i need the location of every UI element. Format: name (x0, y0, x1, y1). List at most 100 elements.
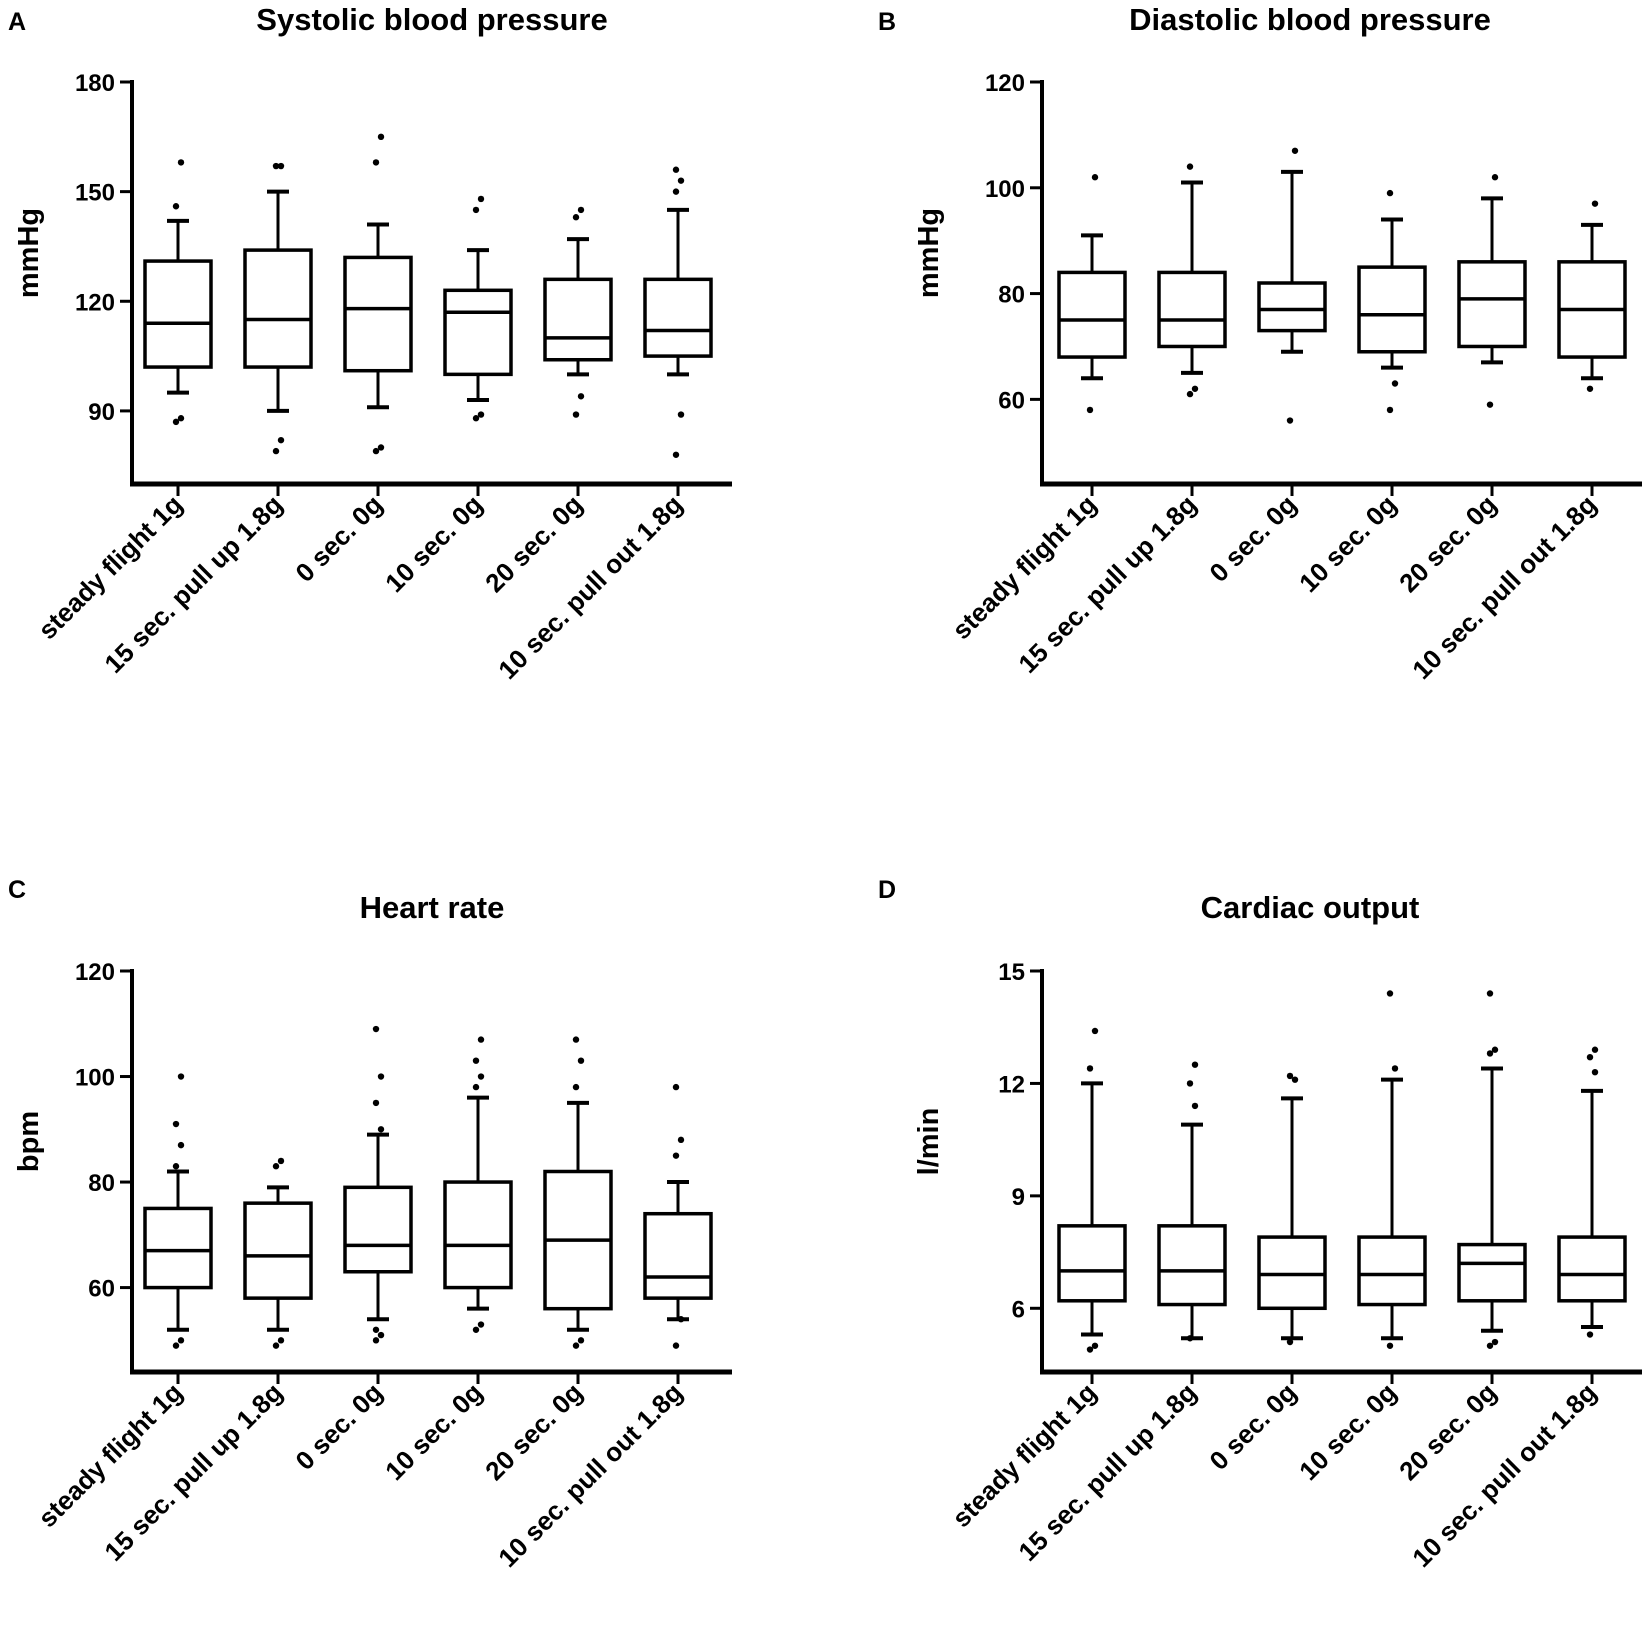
box-6 (1557, 1046, 1627, 1338)
y-axis-title: mmHg (13, 208, 45, 298)
category-label: 20 sec. 0g (1393, 489, 1502, 598)
outlier-point (1591, 1068, 1599, 1076)
box-iqr (1557, 1235, 1627, 1303)
outlier-point (572, 1083, 580, 1091)
outlier-point (277, 436, 285, 444)
y-tick-label: 100 (75, 1065, 115, 1092)
outlier-point (572, 1036, 580, 1043)
outlier-point (572, 411, 580, 418)
category-label: 15 sec. pull up 1.8g (1012, 1377, 1202, 1567)
outlier-point (177, 1073, 185, 1080)
outlier-point (577, 206, 585, 214)
box-iqr (643, 1211, 713, 1300)
outlier-point (177, 415, 185, 422)
outlier-point (1586, 1053, 1594, 1061)
y-tick-label: 60 (998, 387, 1025, 414)
chart-title: Heart rate (360, 890, 505, 925)
outlier-point (1291, 1076, 1299, 1083)
outlier-point (372, 159, 380, 166)
outlier-point (1486, 1050, 1494, 1057)
outlier-point (372, 1025, 380, 1033)
category-label: 10 sec. 0g (1293, 489, 1402, 598)
outlier-point (572, 214, 580, 221)
outlier-point (1091, 1027, 1099, 1035)
box-iqr (443, 1180, 513, 1290)
outlier-point (272, 162, 280, 170)
y-tick-label: 120 (985, 70, 1025, 97)
box-3 (343, 133, 413, 455)
outlier-point (1486, 1342, 1494, 1349)
box-iqr (543, 277, 613, 362)
y-tick-label: 60 (88, 1276, 115, 1303)
outlier-point (377, 1331, 385, 1339)
y-axis-title: l/min (913, 1108, 945, 1176)
outlier-point (1486, 401, 1494, 408)
box-iqr (143, 1206, 213, 1290)
box-iqr (443, 288, 513, 377)
category-label: 0 sec. 0g (289, 1377, 388, 1476)
box-3 (343, 1025, 413, 1344)
outlier-point (277, 1337, 285, 1344)
outlier-point (172, 203, 180, 210)
outlier-point (677, 1316, 685, 1323)
outlier-point (277, 162, 285, 170)
outlier-point (472, 206, 480, 214)
outlier-point (577, 1337, 585, 1344)
box-iqr (1457, 1242, 1527, 1303)
chart-title: Diastolic blood pressure (1129, 2, 1491, 37)
box-2 (243, 162, 313, 455)
outlier-point (177, 159, 185, 166)
box-3 (1257, 147, 1327, 424)
outlier-point (1386, 990, 1394, 997)
outlier-point (1091, 1342, 1099, 1349)
outlier-point (377, 1073, 385, 1080)
panel-letter: A (8, 8, 26, 36)
box-2 (1157, 163, 1227, 398)
outlier-point (672, 1083, 680, 1091)
outlier-point (372, 447, 380, 455)
chart-panel-a: A Systolic blood pressuremmHg90120150180s… (8, 2, 732, 685)
outlier-point (472, 1326, 480, 1333)
box-1 (143, 159, 213, 426)
box-3 (1257, 1072, 1327, 1346)
box-4 (443, 195, 513, 422)
box-iqr (1057, 270, 1127, 359)
y-tick-label: 120 (75, 959, 115, 986)
outlier-point (272, 1342, 280, 1349)
box-iqr (143, 259, 213, 369)
panel-letter: C (8, 876, 26, 904)
outlier-point (177, 1141, 185, 1149)
category-label: 20 sec. 0g (479, 489, 588, 598)
category-label: 10 sec. pull out 1.8g (1406, 489, 1602, 685)
box-1 (143, 1073, 213, 1349)
outlier-point (272, 1163, 280, 1170)
category-label: 0 sec. 0g (1203, 489, 1302, 588)
outlier-point (1491, 1338, 1499, 1346)
y-tick-label: 12 (998, 1071, 1025, 1098)
box-5 (543, 1036, 613, 1349)
outlier-point (172, 1120, 180, 1128)
box-iqr (1357, 265, 1427, 354)
box-6 (643, 1083, 713, 1349)
outlier-point (472, 415, 480, 422)
outlier-point (1586, 385, 1594, 392)
outlier-point (1191, 1102, 1199, 1110)
y-tick-label: 15 (998, 959, 1025, 986)
outlier-point (1186, 163, 1194, 170)
y-tick-label: 80 (998, 282, 1025, 309)
outlier-point (172, 1163, 180, 1170)
outlier-point (377, 1126, 385, 1133)
outlier-point (1586, 1331, 1594, 1338)
outlier-point (1186, 1335, 1194, 1342)
outlier-point (177, 1337, 185, 1344)
outlier-point (1191, 385, 1199, 392)
outlier-point (1491, 174, 1499, 181)
outlier-point (1391, 1065, 1399, 1072)
category-label: 15 sec. pull up 1.8g (98, 1377, 288, 1567)
outlier-point (672, 188, 680, 195)
outlier-point (1486, 990, 1494, 997)
outlier-point (1086, 406, 1094, 414)
category-label: 10 sec. pull out 1.8g (492, 1377, 688, 1573)
